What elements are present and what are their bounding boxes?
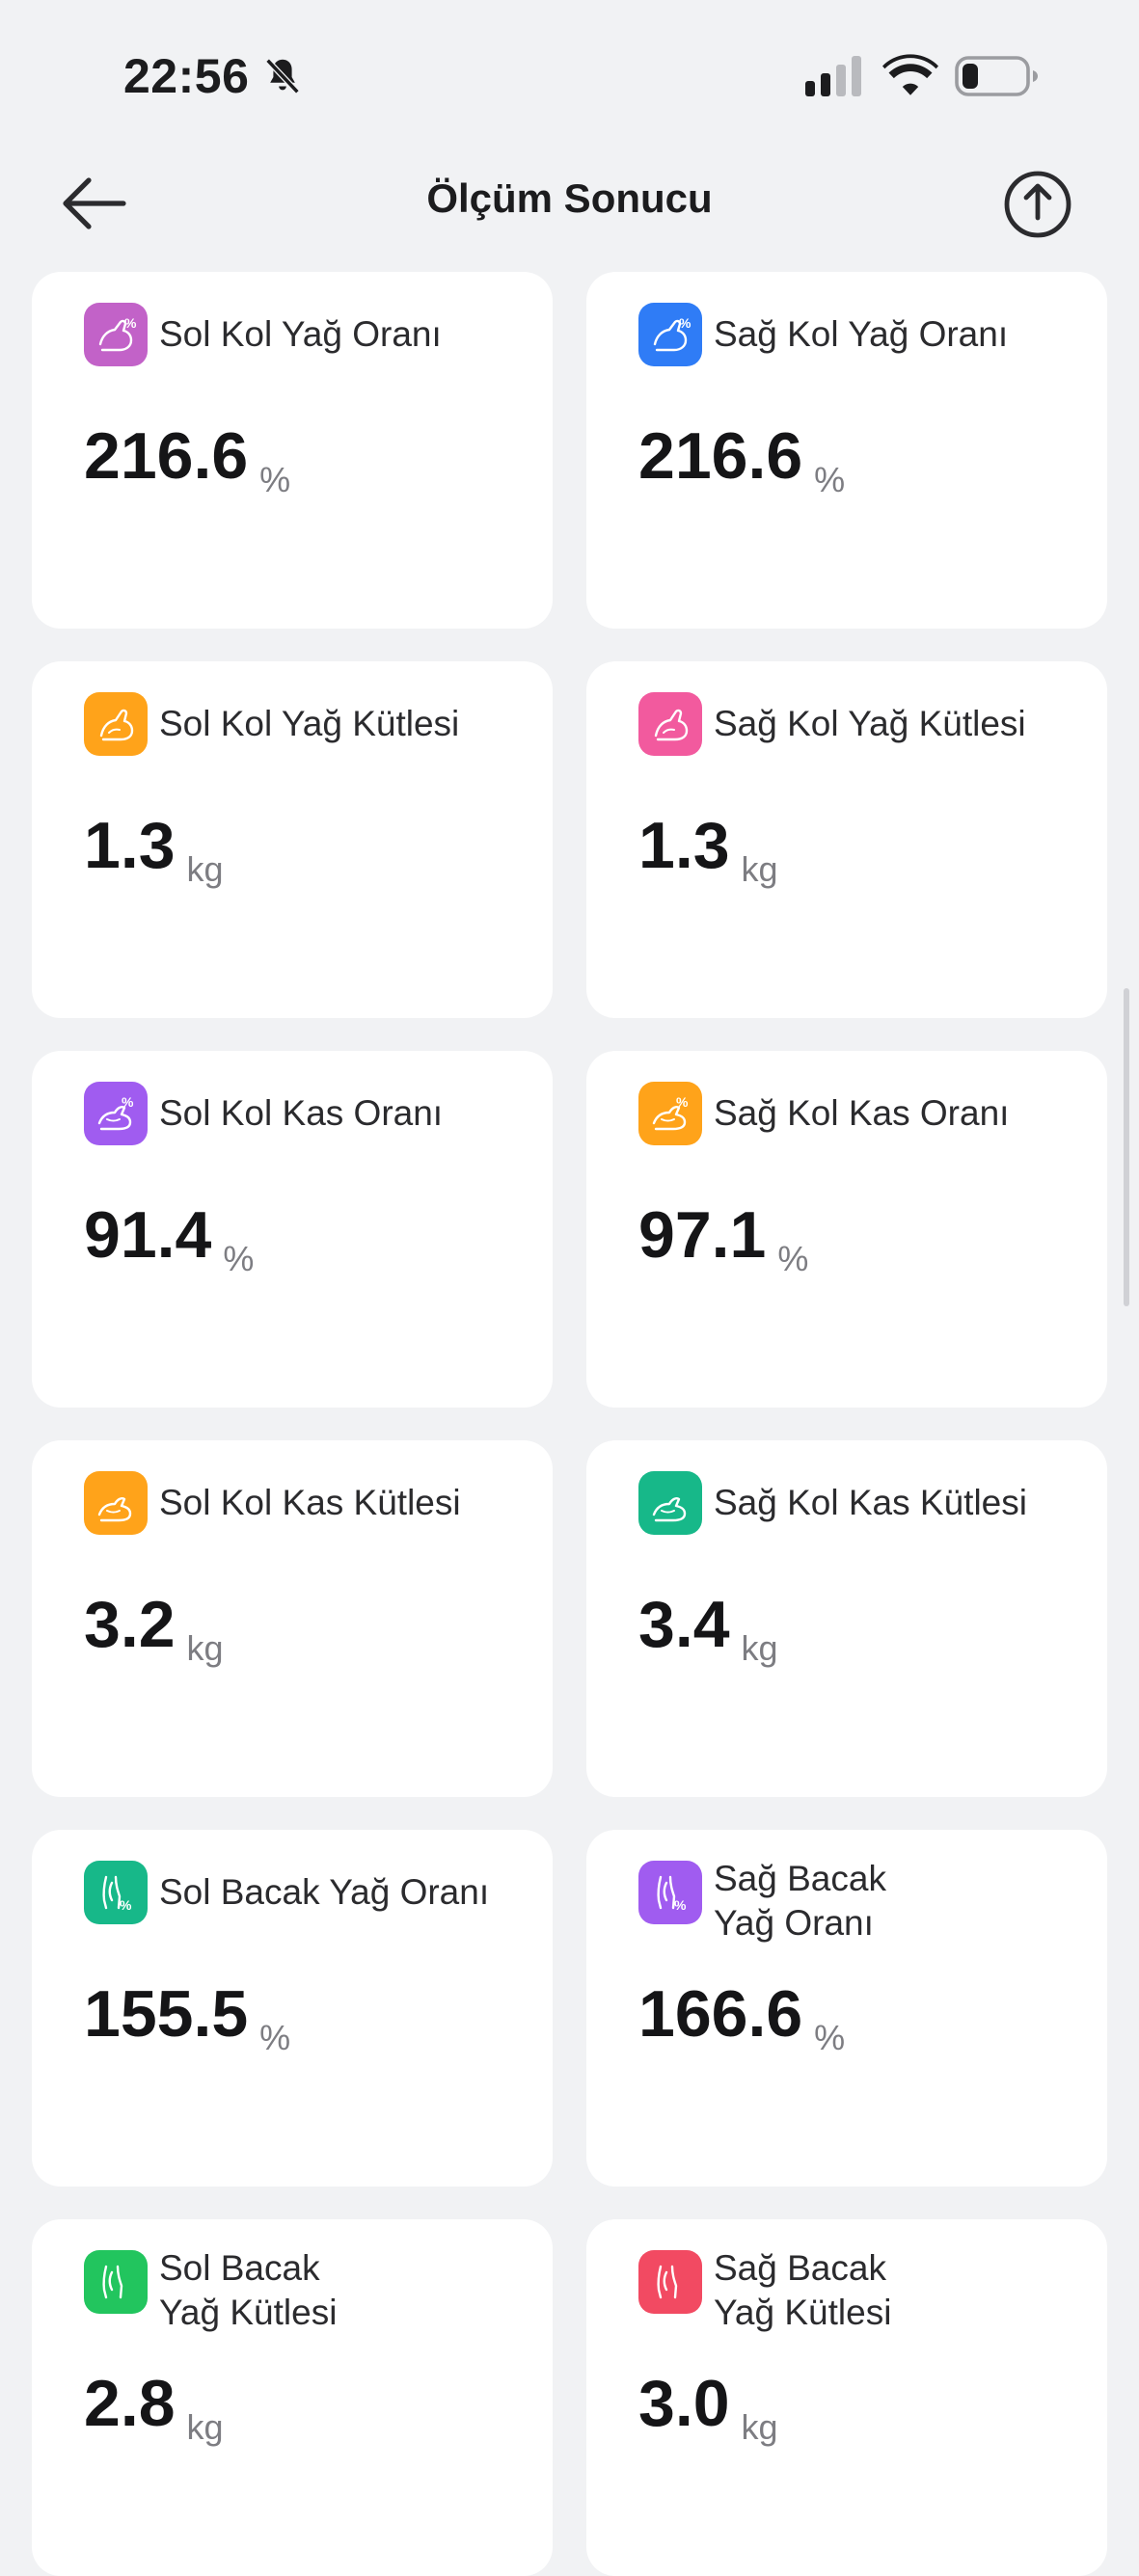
measurement-label: Sol Bacak Yağ Kütlesi — [159, 2248, 338, 2332]
measurement-label: Sol Kol Yağ Oranı — [159, 314, 442, 354]
measurement-value: 1.3 kg — [638, 808, 778, 889]
arm-icon — [638, 692, 702, 756]
measurement-value: 216.6% — [638, 418, 845, 499]
wifi-icon — [882, 54, 938, 95]
bell-muted-icon — [265, 58, 300, 94]
value-unit: % — [223, 1239, 255, 1278]
value-number: 3.2 — [84, 1588, 176, 1661]
value-number: 3.0 — [638, 2367, 730, 2440]
arm-muscle-percent-icon: % — [638, 1082, 702, 1145]
arm-muscle-icon — [84, 1471, 148, 1535]
measurement-card[interactable]: Sol Kol Kas Kütlesi 3.2 kg — [32, 1440, 553, 1797]
value-unit: % — [777, 1239, 809, 1278]
value-number: 166.6 — [638, 1977, 803, 2051]
arm-percent-icon: % — [84, 303, 148, 366]
value-number: 91.4 — [84, 1198, 212, 1272]
measurement-card[interactable]: % Sol Kol Kas Oranı 91.4% — [32, 1051, 553, 1408]
value-unit: kg — [186, 2407, 224, 2447]
svg-text:%: % — [124, 315, 137, 331]
measurement-label: Sağ Kol Yağ Oranı — [714, 314, 1009, 354]
value-number: 1.3 — [638, 809, 730, 882]
value-number: 1.3 — [84, 809, 176, 882]
measurement-card[interactable]: Sağ Kol Yağ Kütlesi 1.3 kg — [586, 661, 1107, 1018]
cellular-signal-icon — [805, 56, 861, 96]
svg-text:%: % — [122, 1094, 134, 1110]
value-number: 216.6 — [84, 419, 249, 493]
navigation-bar: Ölçüm Sonucu — [0, 154, 1139, 251]
measurement-card[interactable]: Sağ Bacak Yağ Kütlesi 3.0 kg — [586, 2219, 1107, 2576]
measurement-card[interactable]: Sol Bacak Yağ Kütlesi 2.8 kg — [32, 2219, 553, 2576]
value-number: 97.1 — [638, 1198, 767, 1272]
svg-text:%: % — [674, 1897, 687, 1913]
measurement-value: 166.6% — [638, 1976, 845, 2057]
measurement-label: Sol Kol Yağ Kütlesi — [159, 704, 460, 743]
value-unit: kg — [741, 2407, 778, 2447]
value-unit: kg — [186, 849, 224, 889]
measurement-label: Sağ Kol Yağ Kütlesi — [714, 704, 1026, 743]
value-unit: % — [814, 460, 846, 499]
arm-percent-icon: % — [638, 303, 702, 366]
measurement-value: 91.4% — [84, 1197, 254, 1278]
measurement-value: 97.1% — [638, 1197, 808, 1278]
measurement-card[interactable]: % Sağ Bacak Yağ Oranı 166.6% — [586, 1830, 1107, 2187]
measurement-card[interactable]: % Sol Bacak Yağ Oranı 155.5% — [32, 1830, 553, 2187]
svg-text:%: % — [676, 1094, 689, 1110]
measurement-label: Sağ Bacak Yağ Oranı — [714, 1859, 886, 1943]
measurement-label: Sol Kol Kas Oranı — [159, 1093, 444, 1133]
value-unit: % — [814, 2018, 846, 2057]
battery-icon — [955, 56, 1038, 96]
measurement-value: 1.3 kg — [84, 808, 224, 889]
measurement-card[interactable]: % Sağ Kol Kas Oranı 97.1% — [586, 1051, 1107, 1408]
arm-icon — [84, 692, 148, 756]
value-unit: % — [259, 2018, 291, 2057]
measurement-value: 3.0 kg — [638, 2366, 778, 2447]
measurement-card[interactable]: % Sağ Kol Yağ Oranı 216.6% — [586, 272, 1107, 629]
measurement-card[interactable]: Sol Kol Yağ Kütlesi 1.3 kg — [32, 661, 553, 1018]
share-upload-icon[interactable] — [1003, 170, 1072, 239]
measurement-label: Sağ Kol Kas Oranı — [714, 1093, 1010, 1133]
measurement-label: Sağ Bacak Yağ Kütlesi — [714, 2248, 892, 2332]
measurement-label: Sol Bacak Yağ Oranı — [159, 1872, 490, 1912]
value-number: 155.5 — [84, 1977, 249, 2051]
page-title: Ölçüm Sonucu — [426, 175, 713, 221]
status-bar: 22:56 — [0, 0, 1139, 145]
arm-muscle-percent-icon: % — [84, 1082, 148, 1145]
measurement-value: 3.2 kg — [84, 1587, 224, 1668]
value-unit: kg — [186, 1628, 224, 1668]
scrollbar[interactable] — [1124, 988, 1129, 1306]
measurement-card[interactable]: % Sol Kol Yağ Oranı 216.6% — [32, 272, 553, 629]
measurement-value: 216.6% — [84, 418, 290, 499]
value-number: 216.6 — [638, 419, 803, 493]
leg-percent-icon: % — [84, 1861, 148, 1924]
back-arrow-icon[interactable] — [62, 175, 127, 231]
measurement-label: Sol Kol Kas Kütlesi — [159, 1483, 461, 1522]
svg-text:%: % — [679, 315, 692, 331]
value-unit: % — [259, 460, 291, 499]
arm-muscle-icon — [638, 1471, 702, 1535]
status-time: 22:56 — [123, 49, 250, 103]
svg-text:%: % — [120, 1897, 132, 1913]
value-number: 3.4 — [638, 1588, 730, 1661]
measurement-value: 2.8 kg — [84, 2366, 224, 2447]
measurement-label: Sağ Kol Kas Kütlesi — [714, 1483, 1027, 1522]
value-number: 2.8 — [84, 2367, 176, 2440]
leg-icon — [638, 2250, 702, 2314]
measurement-value: 155.5% — [84, 1976, 290, 2057]
value-unit: kg — [741, 1628, 778, 1668]
leg-percent-icon: % — [638, 1861, 702, 1924]
measurement-value: 3.4 kg — [638, 1587, 778, 1668]
measurement-card[interactable]: Sağ Kol Kas Kütlesi 3.4 kg — [586, 1440, 1107, 1797]
leg-icon — [84, 2250, 148, 2314]
value-unit: kg — [741, 849, 778, 889]
